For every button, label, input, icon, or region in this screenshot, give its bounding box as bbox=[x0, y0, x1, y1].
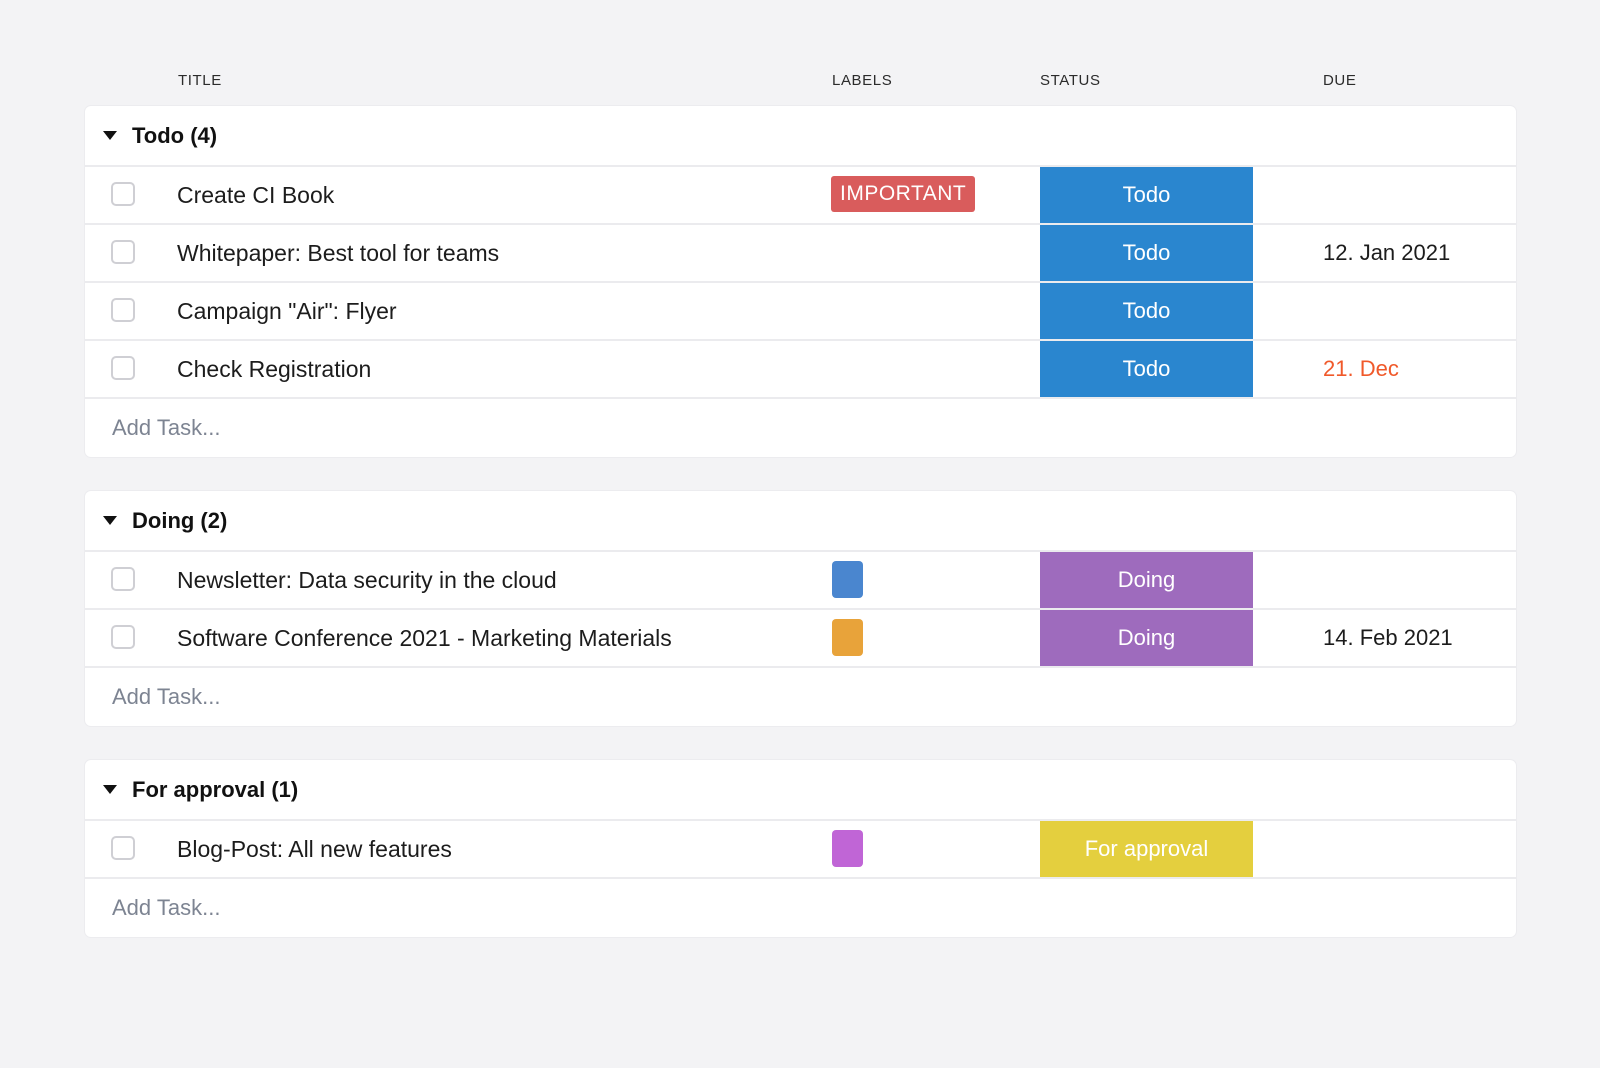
task-row[interactable]: Whitepaper: Best tool for teams Todo 12.… bbox=[85, 225, 1516, 283]
label-color-swatch[interactable] bbox=[832, 619, 863, 656]
task-checkbox[interactable] bbox=[111, 356, 135, 380]
group-header-for-approval[interactable]: For approval (1) bbox=[85, 760, 1516, 821]
group-header-todo[interactable]: Todo (4) bbox=[85, 106, 1516, 167]
add-task-input[interactable]: Add Task... bbox=[112, 895, 221, 920]
column-header-due: DUE bbox=[1323, 72, 1357, 89]
task-checkbox[interactable] bbox=[111, 298, 135, 322]
task-title[interactable]: Create CI Book bbox=[177, 182, 335, 208]
group-todo: Todo (4) Create CI Book IMPORTANT Todo W… bbox=[85, 106, 1516, 457]
task-title[interactable]: Newsletter: Data security in the cloud bbox=[177, 567, 557, 593]
status-badge[interactable]: For approval bbox=[1040, 821, 1253, 877]
task-row[interactable]: Newsletter: Data security in the cloud D… bbox=[85, 552, 1516, 610]
label-color-swatch[interactable] bbox=[832, 830, 863, 867]
task-title[interactable]: Campaign "Air": Flyer bbox=[177, 298, 397, 324]
task-row[interactable]: Check Registration Todo 21. Dec bbox=[85, 341, 1516, 399]
group-header-doing[interactable]: Doing (2) bbox=[85, 491, 1516, 552]
column-header-status: STATUS bbox=[1040, 72, 1101, 89]
label-color-swatch[interactable] bbox=[832, 561, 863, 598]
caret-down-icon[interactable] bbox=[103, 131, 117, 140]
status-badge[interactable]: Todo bbox=[1040, 167, 1253, 223]
status-badge[interactable]: Doing bbox=[1040, 610, 1253, 666]
add-task-input[interactable]: Add Task... bbox=[112, 415, 221, 440]
status-badge[interactable]: Todo bbox=[1040, 341, 1253, 397]
task-checkbox[interactable] bbox=[111, 182, 135, 206]
group-doing: Doing (2) Newsletter: Data security in t… bbox=[85, 491, 1516, 726]
task-checkbox[interactable] bbox=[111, 567, 135, 591]
group-title: Todo (4) bbox=[132, 122, 218, 148]
task-checkbox[interactable] bbox=[111, 240, 135, 264]
task-title[interactable]: Whitepaper: Best tool for teams bbox=[177, 240, 500, 266]
caret-down-icon[interactable] bbox=[103, 516, 117, 525]
column-header-title: TITLE bbox=[178, 72, 222, 89]
task-checkbox[interactable] bbox=[111, 625, 135, 649]
status-badge[interactable]: Doing bbox=[1040, 552, 1253, 608]
label-badge-important[interactable]: IMPORTANT bbox=[831, 176, 976, 212]
task-title[interactable]: Blog-Post: All new features bbox=[177, 836, 452, 862]
caret-down-icon[interactable] bbox=[103, 785, 117, 794]
task-row[interactable]: Create CI Book IMPORTANT Todo bbox=[85, 167, 1516, 225]
add-task-input[interactable]: Add Task... bbox=[112, 684, 221, 709]
status-badge[interactable]: Todo bbox=[1040, 225, 1253, 281]
group-title: Doing (2) bbox=[132, 507, 228, 533]
due-date-overdue[interactable]: 21. Dec bbox=[1323, 356, 1399, 381]
task-checkbox[interactable] bbox=[111, 836, 135, 860]
task-title[interactable]: Software Conference 2021 - Marketing Mat… bbox=[177, 625, 672, 651]
due-date[interactable]: 12. Jan 2021 bbox=[1323, 240, 1451, 265]
group-for-approval: For approval (1) Blog-Post: All new feat… bbox=[85, 760, 1516, 937]
due-date[interactable]: 14. Feb 2021 bbox=[1323, 625, 1453, 650]
task-row[interactable]: Campaign "Air": Flyer Todo bbox=[85, 283, 1516, 341]
task-row[interactable]: Software Conference 2021 - Marketing Mat… bbox=[85, 610, 1516, 668]
group-title: For approval (1) bbox=[132, 776, 299, 802]
column-header-labels: LABELS bbox=[832, 72, 893, 89]
task-title[interactable]: Check Registration bbox=[177, 356, 372, 382]
task-row[interactable]: Blog-Post: All new features For approval bbox=[85, 821, 1516, 879]
status-badge[interactable]: Todo bbox=[1040, 283, 1253, 339]
